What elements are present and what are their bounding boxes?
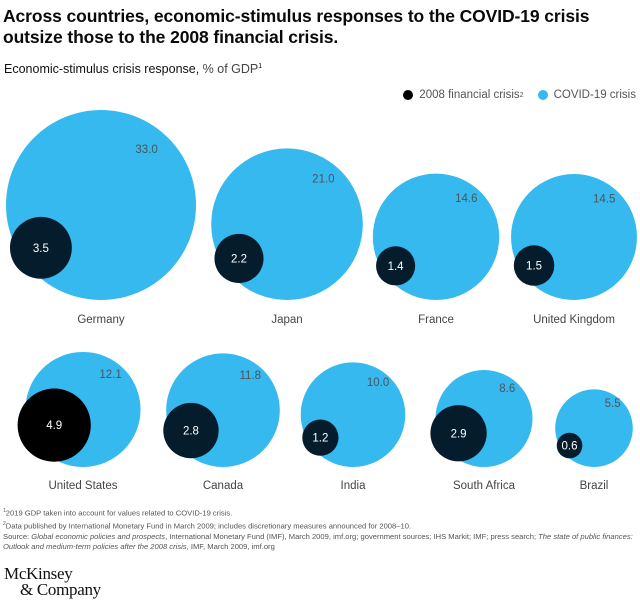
crisis-2008-bubble: [302, 419, 339, 456]
crisis-2008-bubble: [376, 246, 416, 286]
subtitle-main: Economic-stimulus crisis response,: [4, 62, 200, 76]
bubble-group-india: 10.0 1.2 India: [300, 362, 406, 492]
crisis-2008-value-label: 1.4: [388, 261, 405, 273]
legend-footnote-ref: 2: [519, 91, 524, 99]
country-label: Canada: [203, 480, 244, 492]
legend-swatch-2008: [403, 90, 414, 100]
bubble-group-france: 14.6 1.4 France: [372, 173, 500, 326]
crisis-2008-value-label: 1.2: [312, 433, 328, 445]
crisis-2008-bubble: [556, 432, 583, 459]
bubble-group-germany: 33.0 3.5 Germany: [6, 110, 196, 326]
legend-label-2008: 2008 financial crisis: [419, 89, 520, 101]
covid-value-label: 21.0: [312, 174, 334, 186]
bubble-group-united-kingdom: 14.5 1.5 United Kingdom: [511, 174, 637, 326]
country-label: Brazil: [580, 480, 609, 492]
country-label: Germany: [77, 314, 125, 326]
covid-value-label: 5.5: [605, 398, 621, 410]
covid-value-label: 12.1: [99, 369, 121, 381]
crisis-2008-bubble: [17, 388, 91, 462]
mckinsey-logo: McKinsey & Company: [4, 564, 101, 599]
country-label: United Kingdom: [533, 314, 615, 326]
crisis-2008-bubble: [430, 405, 487, 462]
country-label: United States: [48, 480, 117, 492]
chart-title: Across countries, economic-stimulus resp…: [3, 6, 590, 47]
covid-value-label: 33.0: [135, 144, 157, 156]
crisis-2008-value-label: 1.5: [526, 261, 542, 273]
legend-item-covid: COVID-19 crisis: [537, 89, 636, 101]
chart-legend: 2008 financial crisis 2 COVID-19 crisis: [389, 89, 636, 101]
covid-value-label: 10.0: [367, 377, 389, 389]
crisis-2008-bubble: [9, 216, 72, 279]
covid-value-label: 11.8: [240, 370, 262, 382]
crisis-2008-value-label: 2.9: [451, 428, 467, 440]
crisis-2008-bubble: [214, 233, 264, 283]
bubble-group-brazil: 5.5 0.6 Brazil: [555, 389, 633, 492]
country-label: India: [341, 480, 367, 492]
country-label: South Africa: [453, 480, 516, 492]
country-label: France: [418, 314, 454, 326]
bubble-group-japan: 21.0 2.2 Japan: [211, 148, 363, 326]
logo-line-2: & Company: [20, 580, 101, 599]
legend-label-covid: COVID-19 crisis: [553, 89, 636, 101]
subtitle-unit: % of GDP: [199, 62, 259, 76]
covid-value-label: 14.6: [455, 193, 477, 205]
crisis-2008-bubble: [513, 245, 555, 286]
covid-value-label: 8.6: [499, 383, 515, 395]
bubble-group-south-africa: 8.6 2.9 South Africa: [430, 370, 533, 492]
footnotes: 12019 GDP taken into account for values …: [3, 506, 639, 553]
covid-value-label: 14.5: [593, 193, 615, 205]
crisis-2008-value-label: 2.8: [183, 426, 199, 438]
crisis-2008-bubble: [163, 402, 219, 459]
country-label: Japan: [271, 314, 302, 326]
footnote-2: 2Data published by International Monetar…: [3, 520, 412, 531]
bubble-chart: 33.03.5Germany21.02.2Japan14.61.4France1…: [6, 110, 637, 492]
crisis-2008-value-label: 4.9: [46, 420, 62, 432]
bubble-group-united-states: 12.1 4.9 United States: [17, 351, 141, 492]
crisis-2008-value-label: 3.5: [33, 243, 49, 255]
footnote-1: 12019 GDP taken into account for values …: [3, 508, 233, 518]
legend-item-2008: 2008 financial crisis 2: [403, 89, 524, 101]
crisis-2008-value-label: 0.6: [562, 441, 578, 453]
chart-subtitle: Economic-stimulus crisis response, % of …: [4, 62, 262, 76]
legend-swatch-covid: [537, 90, 548, 100]
subtitle-footnote-ref: 1: [258, 62, 263, 70]
source-note: Source: Global economic policies and pro…: [3, 531, 633, 552]
bubble-group-canada: 11.8 2.8 Canada: [163, 353, 280, 492]
crisis-2008-value-label: 2.2: [231, 253, 247, 265]
logo-line-1: McKinsey: [4, 564, 73, 583]
